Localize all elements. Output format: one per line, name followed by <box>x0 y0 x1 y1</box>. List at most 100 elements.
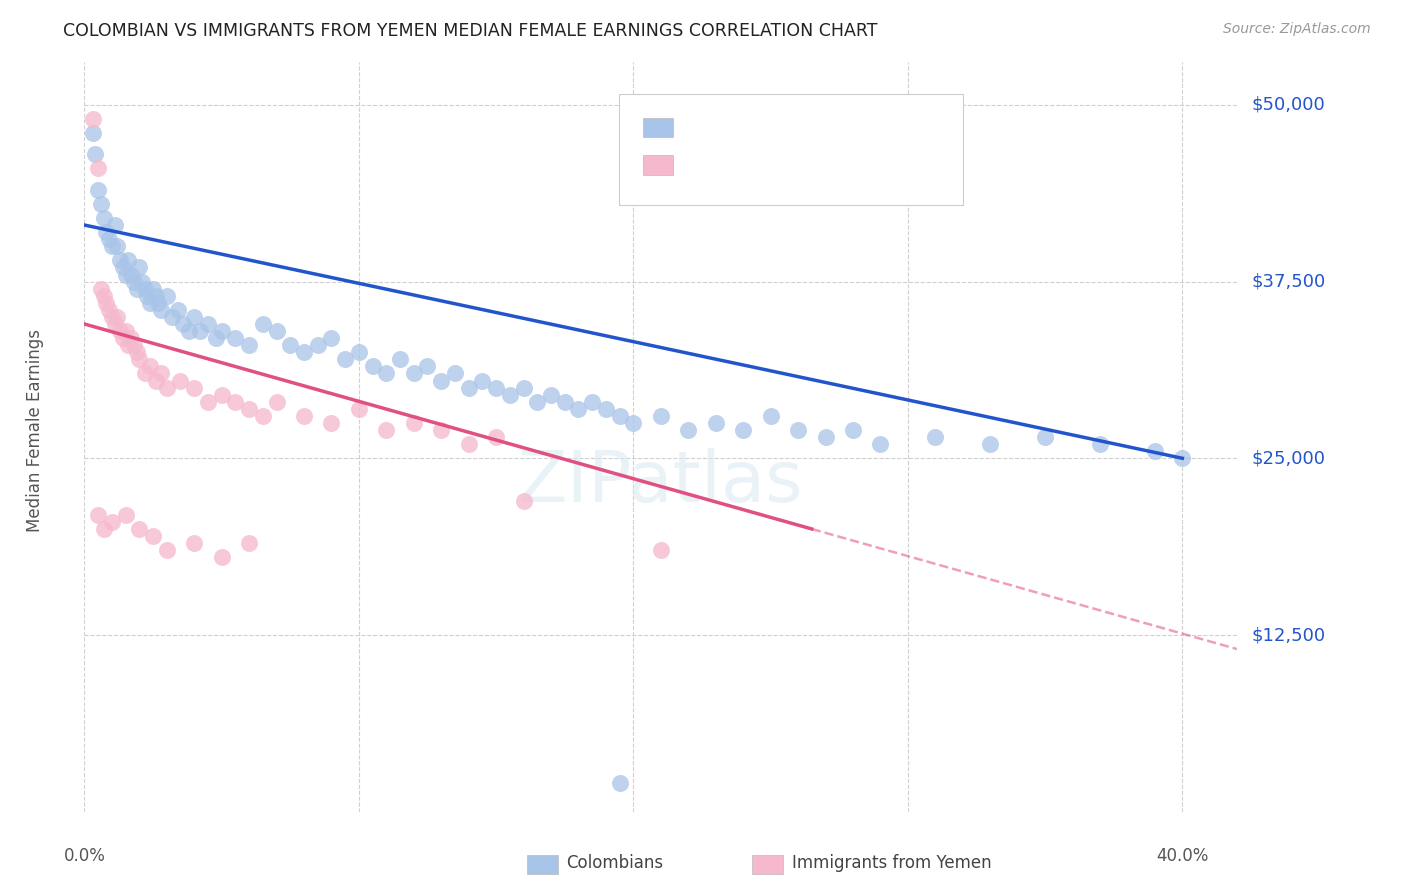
Point <box>595 401 617 416</box>
Point <box>197 394 219 409</box>
Text: N =: N = <box>800 156 852 174</box>
Text: $25,000: $25,000 <box>1251 450 1324 467</box>
Point <box>814 430 837 444</box>
Point <box>134 282 156 296</box>
Point <box>347 401 370 416</box>
Point <box>103 317 125 331</box>
Point <box>139 359 162 374</box>
Point <box>678 423 700 437</box>
Point <box>122 338 145 352</box>
Point <box>120 331 142 345</box>
Point <box>197 317 219 331</box>
Point <box>979 437 1001 451</box>
Point <box>224 394 246 409</box>
Point <box>733 423 755 437</box>
Point <box>1143 444 1166 458</box>
Point <box>136 289 159 303</box>
Point <box>416 359 439 374</box>
Point <box>131 275 153 289</box>
Point <box>567 401 589 416</box>
Point <box>1033 430 1056 444</box>
Text: -0.449: -0.449 <box>730 119 794 136</box>
Point <box>457 381 479 395</box>
Point <box>554 394 576 409</box>
Point <box>84 147 107 161</box>
Point <box>252 317 274 331</box>
Point <box>402 367 425 381</box>
Point <box>375 367 398 381</box>
Point <box>101 310 124 324</box>
Point <box>375 423 398 437</box>
Point <box>361 359 384 374</box>
Point <box>211 387 233 401</box>
Point <box>166 302 188 317</box>
Point <box>117 338 139 352</box>
Text: R =: R = <box>688 119 727 136</box>
Text: R =: R = <box>688 156 727 174</box>
Point <box>156 381 179 395</box>
Point <box>114 508 136 522</box>
Point <box>650 409 672 423</box>
Point <box>1088 437 1111 451</box>
Point <box>252 409 274 423</box>
Point <box>787 423 810 437</box>
Point <box>150 302 173 317</box>
Point <box>122 275 145 289</box>
Point <box>924 430 946 444</box>
Text: 40.0%: 40.0% <box>1156 847 1209 865</box>
Point <box>103 218 125 232</box>
Point <box>134 367 156 381</box>
Point <box>177 324 200 338</box>
Point <box>307 338 329 352</box>
Text: $12,500: $12,500 <box>1251 626 1324 644</box>
Point <box>526 394 548 409</box>
Point <box>145 289 167 303</box>
Point <box>224 331 246 345</box>
Point <box>1171 451 1194 466</box>
Point <box>98 302 121 317</box>
Point <box>93 522 115 536</box>
Point <box>111 260 134 275</box>
Text: COLOMBIAN VS IMMIGRANTS FROM YEMEN MEDIAN FEMALE EARNINGS CORRELATION CHART: COLOMBIAN VS IMMIGRANTS FROM YEMEN MEDIA… <box>63 22 877 40</box>
Point <box>128 260 150 275</box>
Text: $50,000: $50,000 <box>1251 95 1324 114</box>
Point <box>238 536 260 550</box>
Point <box>142 282 165 296</box>
Point <box>238 338 260 352</box>
Point <box>292 409 315 423</box>
Point <box>402 416 425 430</box>
Text: 50: 50 <box>839 156 865 174</box>
Point <box>148 295 170 310</box>
Point <box>609 776 631 790</box>
Point <box>759 409 782 423</box>
Point <box>540 387 562 401</box>
Point <box>90 196 112 211</box>
Point <box>169 374 191 388</box>
Point <box>321 331 343 345</box>
Point <box>105 310 128 324</box>
Point <box>125 345 148 359</box>
Point <box>869 437 891 451</box>
Point <box>321 416 343 430</box>
Point <box>444 367 467 381</box>
Point <box>266 394 288 409</box>
Point <box>183 310 205 324</box>
Text: Colombians: Colombians <box>567 855 664 872</box>
Point <box>160 310 183 324</box>
Text: 0.0%: 0.0% <box>63 847 105 865</box>
Point <box>389 352 412 367</box>
Point <box>485 381 508 395</box>
Point <box>82 112 104 126</box>
Point <box>188 324 211 338</box>
Point <box>87 161 110 176</box>
Point <box>145 374 167 388</box>
Point <box>471 374 494 388</box>
Point <box>114 268 136 282</box>
Point <box>333 352 356 367</box>
Point <box>156 543 179 558</box>
Point <box>120 268 142 282</box>
Point <box>96 295 118 310</box>
Point <box>125 282 148 296</box>
Point <box>117 253 139 268</box>
Point <box>278 338 301 352</box>
